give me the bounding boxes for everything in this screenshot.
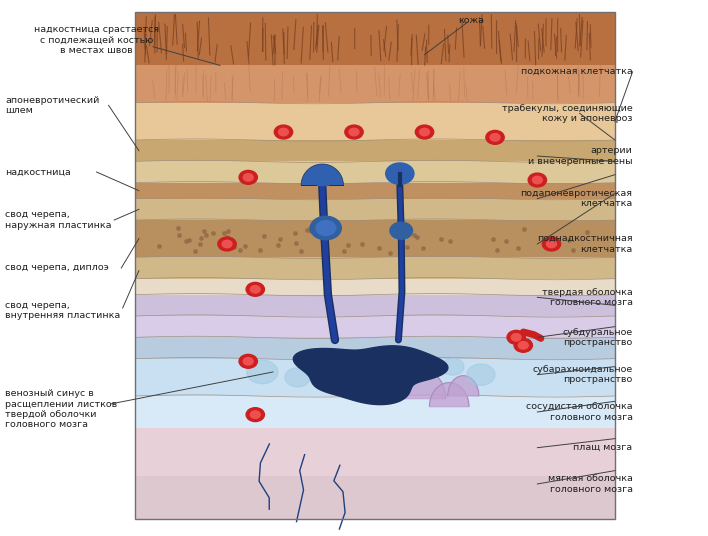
Circle shape <box>218 237 236 251</box>
Circle shape <box>514 338 532 352</box>
Circle shape <box>251 411 261 419</box>
Text: плащ мозга: плащ мозга <box>573 443 632 452</box>
Circle shape <box>547 240 556 248</box>
Bar <box>135 476 615 519</box>
Text: поднадкостничная
клетчатка: поднадкостничная клетчатка <box>537 234 632 254</box>
Bar <box>135 183 615 199</box>
Circle shape <box>247 360 278 384</box>
Text: твердая оболочка
головного мозга: твердая оболочка головного мозга <box>542 288 632 307</box>
Circle shape <box>542 237 561 251</box>
Circle shape <box>507 330 525 344</box>
Circle shape <box>345 125 363 139</box>
Circle shape <box>285 368 310 387</box>
Circle shape <box>528 173 547 187</box>
Circle shape <box>386 163 414 184</box>
Circle shape <box>278 128 288 136</box>
Circle shape <box>518 341 528 349</box>
Circle shape <box>244 174 253 181</box>
Circle shape <box>442 358 464 375</box>
Text: мягкая оболочка
головного мозга: мягкая оболочка головного мозга <box>548 474 632 494</box>
Circle shape <box>239 170 258 184</box>
Polygon shape <box>447 376 479 396</box>
Text: сосудистая оболочка
головного мозга: сосудистая оболочка головного мозга <box>526 403 632 422</box>
Circle shape <box>246 408 264 422</box>
Circle shape <box>532 176 542 184</box>
Text: свод черепа, диплоэ: свод черепа, диплоэ <box>5 264 109 272</box>
Circle shape <box>251 286 261 293</box>
Text: надкостница срастается
с подлежащей костью
в местах швов: надкостница срастается с подлежащей кост… <box>34 25 159 55</box>
Circle shape <box>244 358 253 365</box>
Text: трабекулы, соединяющие
кожу и апоневроз: трабекулы, соединяющие кожу и апоневроз <box>502 103 632 123</box>
Bar <box>135 140 615 161</box>
Circle shape <box>416 125 434 139</box>
Polygon shape <box>301 164 343 185</box>
Bar <box>135 103 615 140</box>
Text: подапоневротическая
клетчатка: подапоневротическая клетчатка <box>520 189 632 209</box>
Bar <box>135 220 615 257</box>
Bar <box>135 12 615 65</box>
Circle shape <box>222 240 232 248</box>
Text: надкостница: надкостница <box>5 168 71 176</box>
Bar <box>135 295 615 316</box>
Bar <box>135 65 615 103</box>
Text: подкожная клетчатка: подкожная клетчатка <box>521 68 632 76</box>
Text: венозный синус в
расщеплении листков
твердой оболочки
головного мозга: венозный синус в расщеплении листков тве… <box>5 389 117 429</box>
Circle shape <box>239 354 258 368</box>
Polygon shape <box>430 383 469 407</box>
Text: свод черепа,
внутренняя пластинка: свод черепа, внутренняя пластинка <box>5 301 120 321</box>
Circle shape <box>467 364 495 385</box>
Bar <box>135 199 615 220</box>
Circle shape <box>349 128 359 136</box>
Polygon shape <box>293 346 448 405</box>
Bar <box>135 337 615 359</box>
Bar <box>135 359 615 396</box>
Circle shape <box>310 217 341 240</box>
Circle shape <box>420 128 430 136</box>
Circle shape <box>490 133 500 141</box>
Polygon shape <box>396 369 445 399</box>
Circle shape <box>486 130 504 144</box>
Bar <box>135 12 615 519</box>
Text: апоневротический
шлем: апоневротический шлем <box>5 95 99 115</box>
Circle shape <box>316 220 336 235</box>
Text: субарахноидальное
пространство: субарахноидальное пространство <box>532 365 632 384</box>
Bar <box>135 279 615 295</box>
Text: кожа: кожа <box>458 16 484 25</box>
Bar <box>135 257 615 279</box>
Circle shape <box>390 222 413 239</box>
Text: субдуральное
пространство: субдуральное пространство <box>562 327 632 347</box>
Circle shape <box>246 282 264 296</box>
Bar <box>135 161 615 183</box>
Bar <box>135 396 615 428</box>
Text: свод черепа,
наружная пластинка: свод черепа, наружная пластинка <box>5 210 111 230</box>
Text: артерии
и внечерепные вены: артерии и внечерепные вены <box>528 146 632 166</box>
Bar <box>135 316 615 337</box>
Bar <box>135 428 615 476</box>
Circle shape <box>274 125 292 139</box>
Circle shape <box>511 333 521 341</box>
